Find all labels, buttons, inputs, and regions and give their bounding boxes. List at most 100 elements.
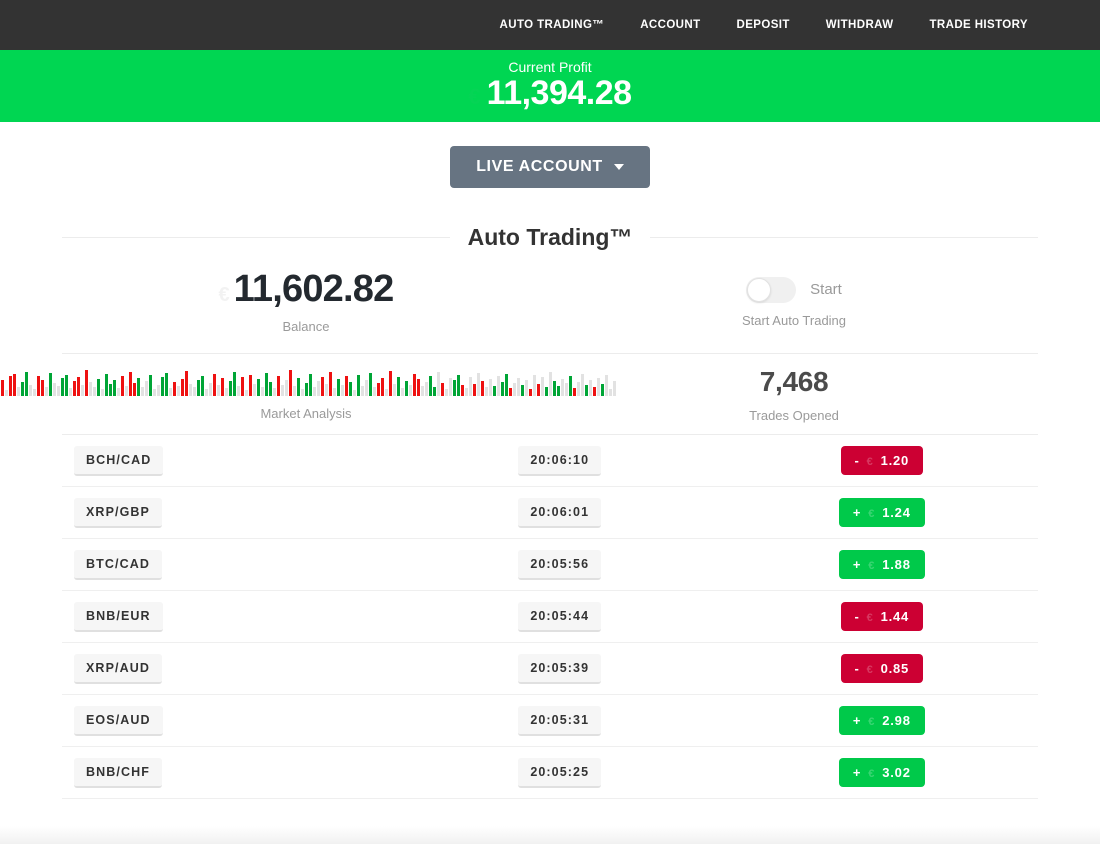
trade-time-pill: 20:05:44 [518, 601, 602, 632]
trade-currency-symbol: € [866, 612, 874, 624]
market-analysis-bar [296, 377, 300, 396]
market-analysis-bar [8, 375, 12, 396]
market-analysis-bar [52, 382, 56, 396]
market-analysis-bar [420, 385, 424, 396]
market-analysis-bar [304, 382, 308, 396]
market-analysis-bar [448, 377, 452, 396]
trade-amount: 1.24 [882, 505, 911, 520]
market-analysis-bar [136, 377, 140, 396]
nav-item-account[interactable]: ACCOUNT [640, 19, 701, 31]
market-analysis-bar [556, 385, 560, 396]
market-analysis-caption: Market Analysis [260, 405, 352, 421]
market-analysis-bar [140, 386, 144, 396]
market-analysis-bar [488, 378, 492, 396]
trade-amount: 0.85 [880, 661, 910, 676]
market-analysis-chart [0, 368, 616, 396]
market-analysis-bar [512, 382, 516, 396]
market-analysis-bar [324, 383, 328, 396]
trade-time-pill: 20:05:56 [518, 549, 602, 580]
live-account-dropdown-button[interactable]: LIVE ACCOUNT [450, 146, 650, 188]
market-analysis-bar [68, 387, 72, 396]
market-analysis-bar [596, 377, 600, 396]
market-analysis-bar [376, 382, 380, 396]
trade-pair-cell: XRP/GBP [62, 497, 394, 528]
stats-panel: € 11,602.82 Balance Start Start Auto Tra… [0, 251, 1038, 435]
market-analysis-bar [148, 374, 152, 396]
trade-time-cell: 20:05:25 [394, 757, 726, 788]
balance-currency-symbol: € [218, 283, 230, 306]
market-analysis-bar [28, 384, 32, 396]
nav-item-auto-trading[interactable]: AUTO TRADING™ [499, 19, 605, 31]
market-analysis-bar [40, 379, 44, 396]
market-analysis-bar [60, 377, 64, 396]
market-analysis-bar [580, 373, 584, 396]
table-row[interactable]: BTC/CAD 20:05:56 + €1.88 [62, 539, 1038, 591]
trade-pair-cell: BTC/CAD [62, 549, 394, 580]
market-analysis-bar [152, 388, 156, 396]
auto-trading-toggle[interactable] [746, 276, 797, 303]
market-analysis-bar [380, 377, 384, 396]
table-row[interactable]: BNB/CHF 20:05:25 + €3.02 [62, 747, 1038, 799]
market-analysis-bar [156, 384, 160, 396]
market-analysis-bar [352, 389, 356, 396]
table-row[interactable]: BNB/EUR 20:05:44 - €1.44 [62, 591, 1038, 643]
table-row[interactable]: EOS/AUD 20:05:31 + €2.98 [62, 695, 1038, 747]
trade-currency-symbol: € [866, 664, 874, 676]
market-analysis-bar [600, 383, 604, 396]
market-analysis-bar [224, 387, 228, 396]
market-analysis-bar [492, 385, 496, 396]
trade-currency-symbol: € [868, 508, 876, 520]
nav-item-withdraw[interactable]: WITHDRAW [825, 19, 894, 31]
market-analysis-bar [16, 386, 20, 396]
current-profit-value: 11,394.28 [486, 74, 632, 113]
trade-profit-cell: - €1.44 [726, 602, 1038, 631]
market-analysis-bar [104, 373, 108, 396]
trade-amount: 2.98 [882, 713, 911, 728]
current-profit-value-group: € 11,394.28 [468, 74, 632, 113]
market-analysis-bar [572, 387, 576, 396]
market-analysis-bar [532, 374, 536, 396]
market-analysis-bar [32, 388, 36, 396]
market-analysis-bar [368, 372, 372, 396]
market-analysis-bar [316, 380, 320, 396]
toggle-knob [747, 277, 772, 302]
market-analysis-bar [372, 386, 376, 396]
market-analysis-bar [536, 383, 540, 396]
market-analysis-bar [408, 384, 412, 396]
market-analysis-bar [192, 386, 196, 396]
market-analysis-bar [96, 378, 100, 396]
trade-time-cell: 20:06:01 [394, 497, 726, 528]
nav-item-trade-history[interactable]: TRADE HISTORY [929, 19, 1028, 31]
balance-value: 11,602.82 [233, 267, 395, 310]
status-badge: - €0.85 [840, 654, 924, 683]
market-analysis-bar [20, 381, 24, 396]
status-badge: + €2.98 [838, 706, 925, 735]
market-analysis-bar [72, 380, 76, 396]
market-analysis-bar [472, 383, 476, 396]
table-row[interactable]: BCH/CAD 20:06:10 - €1.20 [62, 435, 1038, 487]
status-badge: + €1.88 [838, 550, 925, 579]
market-analysis-bar [588, 379, 592, 396]
market-analysis-bar [452, 379, 456, 396]
market-analysis-bar [184, 370, 188, 396]
market-analysis-bar [332, 387, 336, 396]
market-analysis-bar [144, 380, 148, 396]
table-row[interactable]: XRP/AUD 20:05:39 - €0.85 [62, 643, 1038, 695]
trade-sign: + [852, 505, 862, 520]
market-analysis-bar [560, 378, 564, 396]
market-analysis-bar [608, 388, 612, 396]
market-analysis-bar [564, 382, 568, 396]
market-analysis-bar [24, 371, 28, 396]
market-analysis-bar [576, 381, 580, 396]
currency-symbol: € [468, 84, 481, 110]
table-row[interactable]: XRP/GBP 20:06:01 + €1.24 [62, 487, 1038, 539]
market-analysis-bar [340, 384, 344, 396]
trade-amount: 1.44 [880, 609, 910, 624]
trade-time-pill: 20:05:39 [518, 653, 602, 684]
trade-pair-pill: XRP/GBP [74, 497, 162, 528]
trade-time-cell: 20:06:10 [394, 445, 726, 476]
nav-item-deposit[interactable]: DEPOSIT [736, 19, 790, 31]
market-analysis-bar [468, 376, 472, 396]
market-analysis-bar [384, 388, 388, 396]
market-analysis-bar [200, 375, 204, 396]
